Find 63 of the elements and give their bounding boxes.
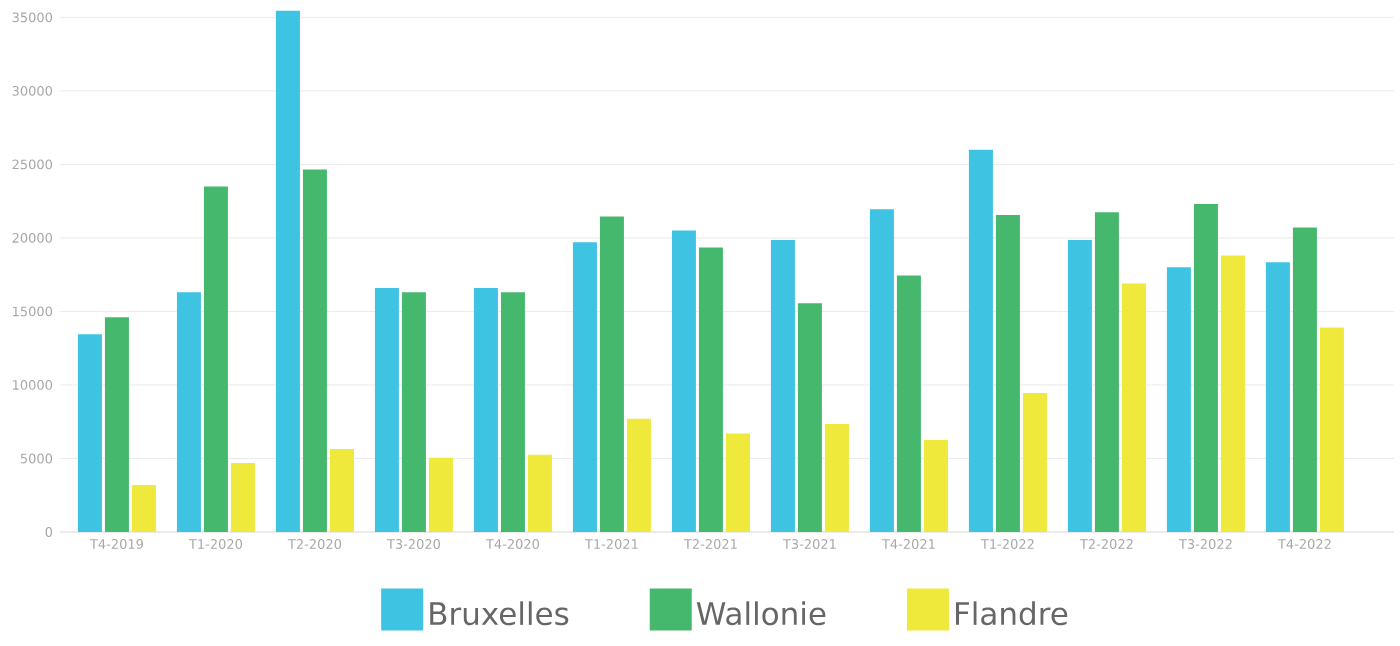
bar — [1220, 255, 1245, 532]
legend-label: Wallonie — [696, 601, 826, 626]
bar — [770, 240, 795, 532]
bar — [230, 462, 255, 532]
bar — [1067, 240, 1092, 532]
bar — [725, 433, 750, 532]
x-tick-label: T4-2019 — [89, 539, 143, 549]
y-tick-label: 20000 — [12, 233, 53, 243]
legend-label: Flandre — [955, 601, 1068, 626]
bar — [923, 440, 948, 532]
x-tick-label: T2-2022 — [1079, 539, 1133, 549]
y-tick-label: 35000 — [12, 12, 53, 23]
bar — [968, 149, 993, 532]
bar — [527, 454, 552, 532]
y-tick-label: 10000 — [13, 380, 53, 390]
bar — [500, 292, 525, 532]
bar — [1265, 262, 1290, 532]
bar — [428, 457, 453, 532]
bar — [176, 292, 201, 532]
x-tick-label: T3-2022 — [1178, 539, 1232, 549]
bar — [203, 186, 228, 532]
bar — [626, 418, 651, 532]
y-tick-label: 0 — [45, 527, 53, 537]
bar — [1292, 227, 1317, 532]
x-tick-label: T2-2020 — [287, 539, 342, 549]
bar — [1094, 212, 1119, 532]
bar — [1319, 327, 1344, 532]
bar — [1121, 283, 1146, 532]
y-tick-label: 15000 — [13, 306, 53, 317]
bar — [869, 209, 894, 532]
y-tick-label: 30000 — [12, 85, 53, 96]
y-tick-label: 5000 — [20, 453, 53, 464]
legend-label: Bruxelles — [430, 601, 569, 626]
bar — [77, 334, 102, 532]
bar — [797, 303, 822, 532]
x-tick-label: T3-2020 — [386, 539, 441, 549]
x-tick-label: T4-2020 — [485, 539, 540, 549]
bar — [131, 484, 156, 532]
bar — [104, 317, 129, 532]
bar — [473, 287, 498, 532]
x-tick-label: T4-2022 — [1277, 539, 1331, 549]
x-tick-label: T2-2021 — [683, 539, 737, 549]
x-tick-label: T1-2021 — [584, 539, 638, 549]
bar — [329, 448, 354, 532]
bar — [572, 242, 597, 532]
x-tick-label: T1-2020 — [188, 539, 243, 549]
bar — [1022, 393, 1047, 532]
bar — [599, 216, 624, 532]
bar — [995, 215, 1020, 532]
bar — [275, 10, 300, 532]
bar — [824, 423, 849, 532]
bar — [1193, 204, 1218, 532]
x-tick-label: T3-2021 — [782, 539, 836, 549]
bar — [1166, 267, 1191, 532]
y-tick-label: 25000 — [12, 159, 53, 170]
x-tick-label: T4-2021 — [881, 539, 935, 549]
x-tick-label: T1-2022 — [980, 539, 1034, 549]
bar — [374, 287, 399, 532]
bar — [896, 275, 921, 532]
bar — [302, 169, 327, 532]
bar — [671, 230, 696, 532]
bar — [401, 292, 426, 532]
bar — [698, 247, 723, 532]
